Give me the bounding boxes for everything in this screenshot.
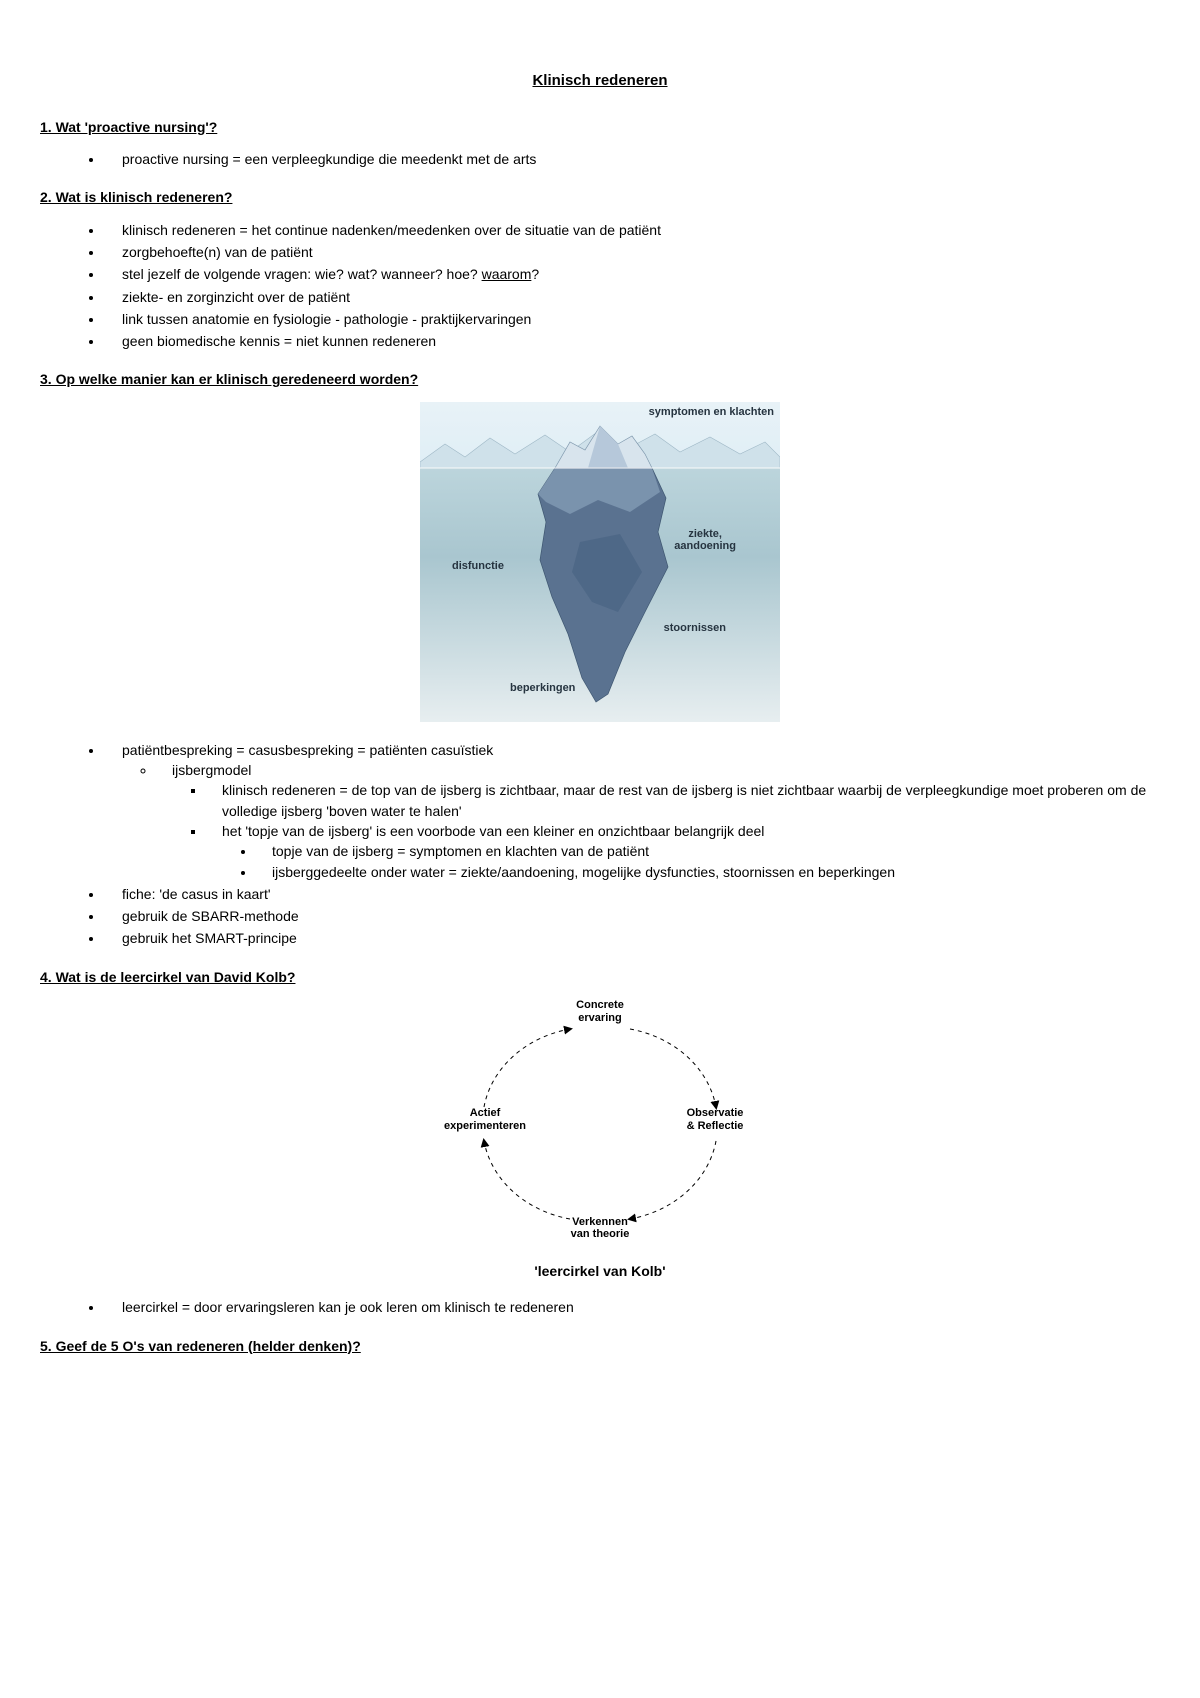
kolb-caption: 'leercirkel van Kolb' [534,1261,665,1281]
list-item: stel jezelf de volgende vragen: wie? wat… [104,264,1160,284]
section-4-heading: 4. Wat is de leercirkel van David Kolb? [40,967,1160,987]
text: ijsbergmodel [172,762,251,778]
kolb-diagram: Concreteervaring Observatie& Reflectie V… [40,999,1160,1281]
text: stel jezelf de volgende vragen: wie? wat… [122,266,482,282]
section-3-heading: 3. Op welke manier kan er klinisch gered… [40,369,1160,389]
list-item: gebruik de SBARR-methode [104,906,1160,926]
text: patiëntbespreking = casusbespreking = pa… [122,742,493,758]
list-item: link tussen anatomie en fysiologie - pat… [104,309,1160,329]
list-item: patiëntbespreking = casusbespreking = pa… [104,740,1160,882]
iceberg-label-stoornissen: stoornissen [664,622,726,635]
list-item: ijsberggedeelte onder water = ziekte/aan… [256,862,1160,882]
list-item: geen biomedische kennis = niet kunnen re… [104,331,1160,351]
list-item: zorgbehoefte(n) van de patiënt [104,242,1160,262]
kolb-label-top: Concreteervaring [420,999,780,1024]
section-5-heading: 5. Geef de 5 O's van redeneren (helder d… [40,1336,1160,1356]
section-1-heading: 1. Wat 'proactive nursing'? [40,117,1160,137]
list-item: ijsbergmodel klinisch redeneren = de top… [156,760,1160,882]
list-item: leercirkel = door ervaringsleren kan je … [104,1297,1160,1317]
iceberg-label-symptomen: symptomen en klachten [649,406,774,419]
section-3-list: patiëntbespreking = casusbespreking = pa… [40,740,1160,949]
page-title: Klinisch redeneren [40,70,1160,92]
list-item: klinisch redeneren = het continue nadenk… [104,220,1160,240]
underlined-word: waarom [482,266,532,282]
section-4-list: leercirkel = door ervaringsleren kan je … [40,1297,1160,1317]
list-item: proactive nursing = een verpleegkundige … [104,149,1160,169]
text: het 'topje van de ijsberg' is een voorbo… [222,823,764,839]
section-2-list: klinisch redeneren = het continue nadenk… [40,220,1160,352]
iceberg-label-disfunctie: disfunctie [452,560,504,573]
list-item: fiche: 'de casus in kaart' [104,884,1160,904]
iceberg-diagram: symptomen en klachten ziekte,aandoening … [40,402,1160,722]
list-item: ziekte- en zorginzicht over de patiënt [104,287,1160,307]
iceberg-label-ziekte: ziekte,aandoening [674,528,736,553]
section-2-heading: 2. Wat is klinisch redeneren? [40,187,1160,207]
text: ? [531,266,539,282]
iceberg-label-beperkingen: beperkingen [510,682,575,695]
list-item: gebruik het SMART-principe [104,928,1160,948]
list-item: het 'topje van de ijsberg' is een voorbo… [206,821,1160,882]
list-item: klinisch redeneren = de top van de ijsbe… [206,780,1160,821]
kolb-label-bottom: Verkennenvan theorie [420,1216,780,1241]
kolb-label-left: Actiefexperimenteren [430,1107,540,1132]
section-1-list: proactive nursing = een verpleegkundige … [40,149,1160,169]
list-item: topje van de ijsberg = symptomen en klac… [256,841,1160,861]
kolb-label-right: Observatie& Reflectie [660,1107,770,1132]
